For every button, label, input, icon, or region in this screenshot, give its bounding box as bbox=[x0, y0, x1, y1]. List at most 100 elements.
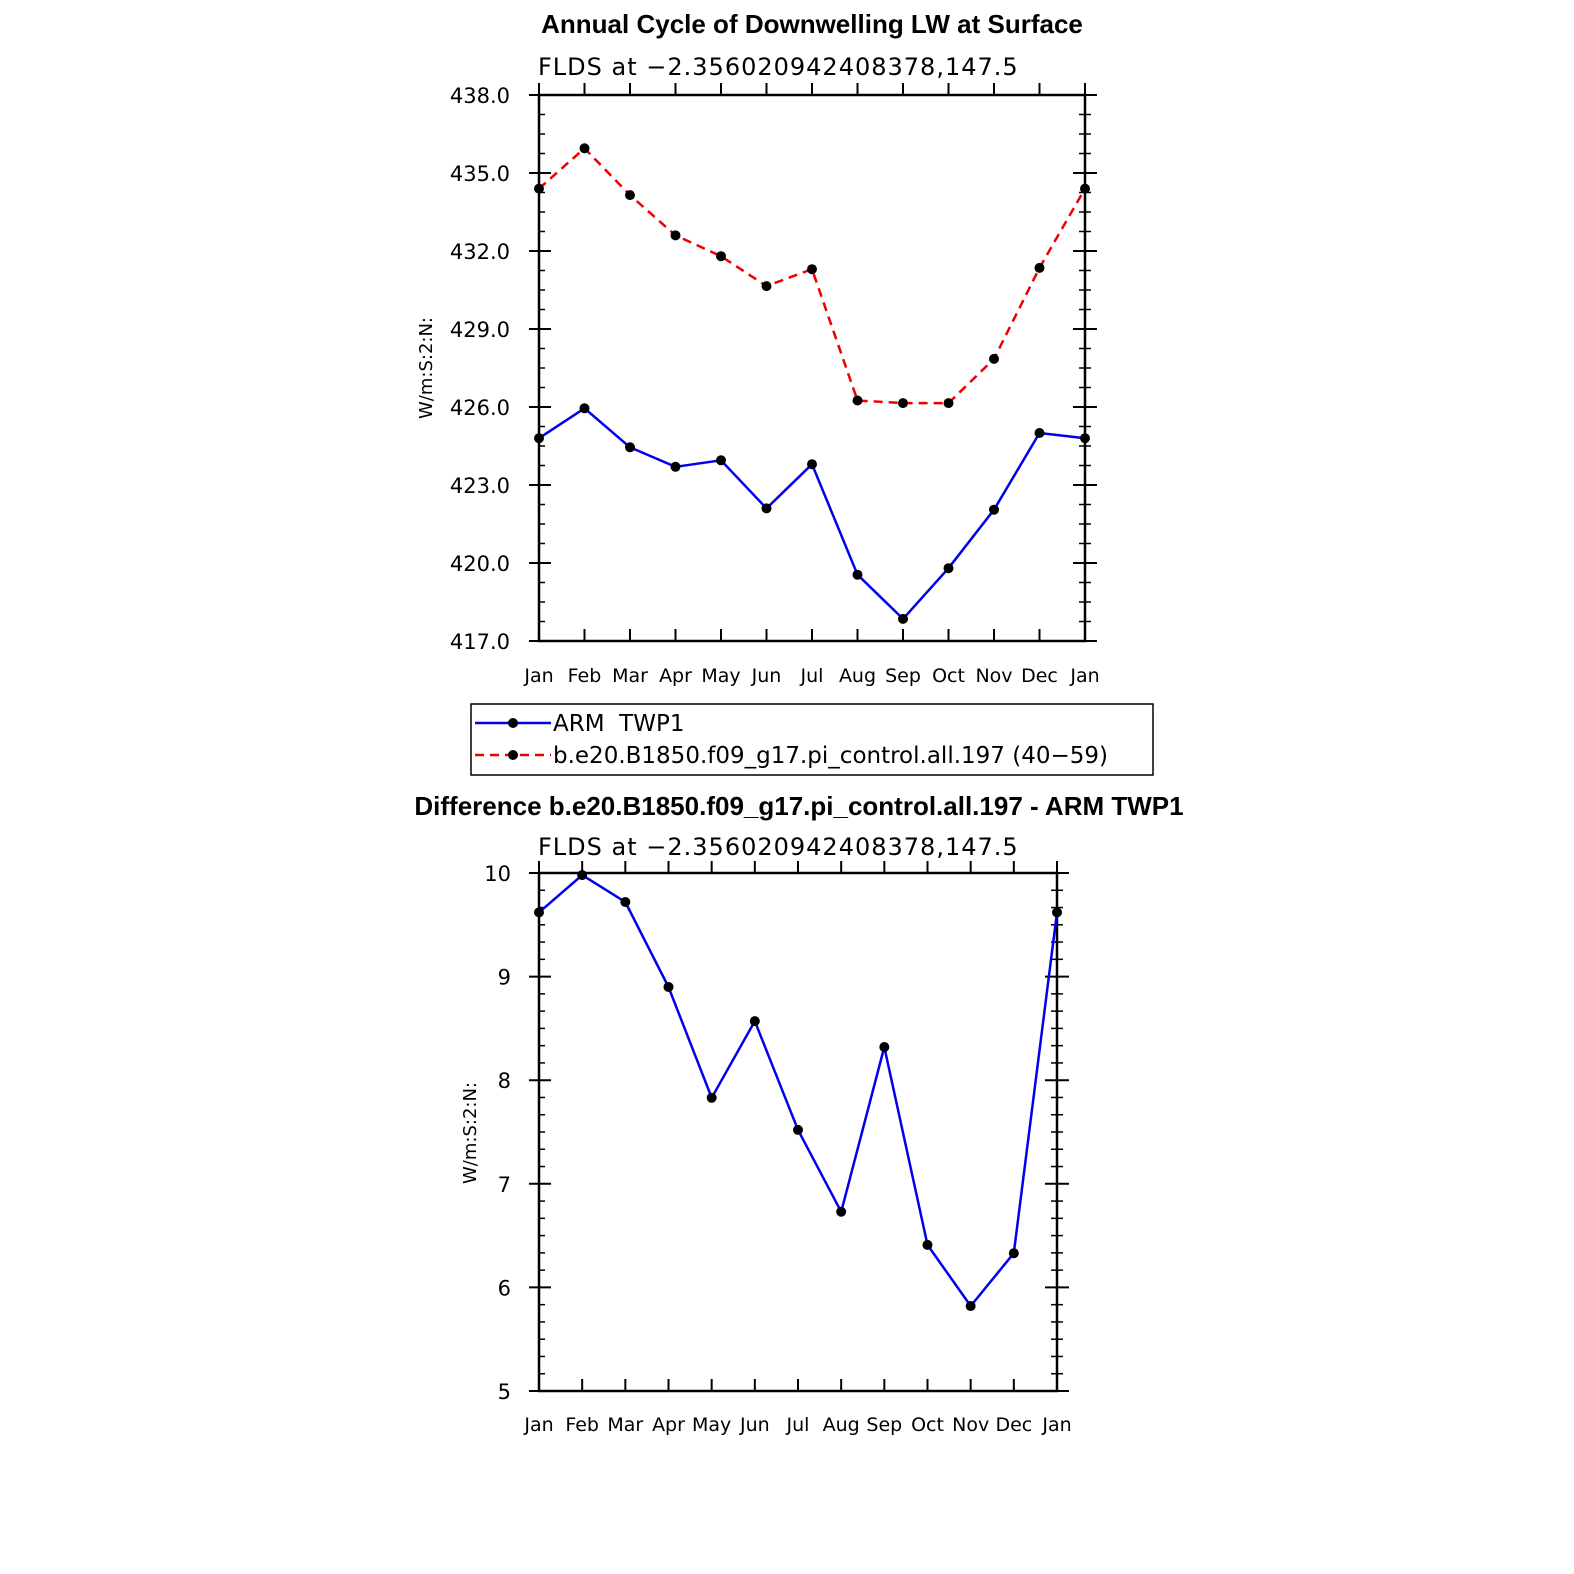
y-tick-label: 435.0 bbox=[450, 162, 510, 186]
data-point bbox=[670, 461, 681, 472]
y-tick-label: 5 bbox=[498, 1380, 511, 1404]
series-line bbox=[538, 873, 1059, 1308]
data-point bbox=[534, 183, 544, 194]
data-point bbox=[534, 433, 544, 444]
chart-subtitle: FLDS at −2.356020942408378,147.5 bbox=[538, 53, 1019, 81]
x-tick-label: Mar bbox=[612, 665, 648, 687]
x-tick-label: Jan bbox=[523, 1414, 553, 1436]
x-tick-label: Apr bbox=[659, 665, 692, 687]
data-point bbox=[793, 1124, 803, 1135]
series-group bbox=[534, 143, 1090, 624]
legend-box bbox=[470, 703, 1154, 776]
x-tick-label: Oct bbox=[911, 1414, 944, 1436]
data-point bbox=[989, 504, 999, 515]
data-point bbox=[663, 981, 674, 992]
series-group bbox=[534, 870, 1062, 1312]
y-tick-label: 438.0 bbox=[450, 84, 510, 108]
data-point bbox=[1034, 428, 1045, 438]
y-tick-label: 417.0 bbox=[450, 630, 510, 654]
data-point bbox=[534, 907, 544, 918]
chart-title: Difference b.e20.B1850.f09_g17.pi_contro… bbox=[414, 791, 1183, 821]
x-tick-label: Jul bbox=[800, 665, 824, 687]
chart-subtitle: FLDS at −2.356020942408378,147.5 bbox=[538, 833, 1019, 861]
data-point bbox=[706, 1092, 717, 1103]
x-tick-label: May bbox=[692, 1414, 731, 1436]
y-tick-label: 432.0 bbox=[450, 240, 510, 264]
y-tick-label: 10 bbox=[484, 862, 511, 886]
data-point bbox=[943, 563, 954, 574]
legend-marker-arm bbox=[508, 718, 518, 728]
x-tick-label: Jan bbox=[1069, 665, 1099, 687]
data-point bbox=[716, 251, 726, 262]
x-tick-label: Nov bbox=[975, 665, 1012, 687]
y-tick-label: 9 bbox=[498, 966, 511, 990]
data-point bbox=[1034, 262, 1045, 273]
data-point bbox=[579, 403, 590, 414]
series-line bbox=[538, 147, 1087, 405]
x-tick-label: Feb bbox=[568, 665, 602, 687]
x-tick-label: Sep bbox=[866, 1414, 902, 1436]
chart-title: Annual Cycle of Downwelling LW at Surfac… bbox=[541, 9, 1083, 39]
chart-panel-annual-cycle: Annual Cycle of Downwelling LW at Surfac… bbox=[416, 9, 1100, 687]
x-tick-label: Apr bbox=[652, 1414, 685, 1436]
x-tick-label: Feb bbox=[565, 1414, 599, 1436]
data-point bbox=[852, 395, 863, 406]
legend-label-arm: ARM TWP1 bbox=[553, 711, 684, 737]
data-point bbox=[807, 264, 817, 275]
data-point bbox=[1008, 1248, 1019, 1259]
y-tick-label: 8 bbox=[498, 1069, 511, 1093]
axes: Jan Feb Mar Apr May Jun Jul Aug Sep Oct Nov Dec Jan 5… bbox=[484, 861, 1072, 1436]
legend-marker-model bbox=[508, 750, 518, 760]
data-point bbox=[625, 190, 635, 201]
data-point bbox=[625, 442, 635, 453]
x-tick-label: Jun bbox=[751, 665, 782, 687]
data-point bbox=[807, 459, 817, 470]
y-tick-label: 426.0 bbox=[450, 396, 510, 420]
plot-frame bbox=[537, 93, 1087, 643]
data-point bbox=[761, 503, 772, 514]
y-tick-label: 420.0 bbox=[450, 552, 510, 576]
data-point bbox=[716, 455, 726, 466]
x-tick-label: Jan bbox=[523, 665, 553, 687]
y-tick-label: 429.0 bbox=[450, 318, 510, 342]
legend-label-model: b.e20.B1850.f09_g17.pi_control.all.197 (… bbox=[553, 743, 1108, 769]
y-tick-label: 423.0 bbox=[450, 474, 510, 498]
x-tick-label: Oct bbox=[932, 665, 965, 687]
series-line bbox=[538, 407, 1086, 621]
data-point bbox=[879, 1042, 890, 1053]
data-point bbox=[836, 1206, 847, 1217]
data-point bbox=[749, 1016, 760, 1027]
axes: Jan Feb Mar Apr May Jun Jul Aug Sep Oct Nov Dec Jan 4… bbox=[450, 83, 1100, 687]
x-tick-label: Jul bbox=[786, 1414, 810, 1436]
data-point bbox=[989, 353, 999, 364]
data-point bbox=[579, 143, 590, 154]
x-tick-label: Nov bbox=[952, 1414, 989, 1436]
data-point bbox=[761, 281, 772, 292]
data-point bbox=[965, 1301, 976, 1312]
data-point bbox=[1052, 907, 1062, 918]
data-point bbox=[922, 1239, 933, 1250]
x-tick-label: Aug bbox=[823, 1414, 860, 1436]
data-point bbox=[620, 897, 631, 908]
y-tick-label: 7 bbox=[498, 1173, 511, 1197]
chart-panel-difference: Difference b.e20.B1850.f09_g17.pi_contro… bbox=[414, 791, 1183, 1436]
data-point bbox=[852, 569, 863, 580]
data-point bbox=[898, 613, 908, 624]
y-axis-label: W/m:S:2:N: bbox=[460, 1082, 481, 1184]
data-point bbox=[898, 398, 908, 409]
x-tick-label: Sep bbox=[885, 665, 921, 687]
x-tick-label: Mar bbox=[607, 1414, 643, 1436]
data-point bbox=[577, 870, 588, 881]
x-tick-label: Jan bbox=[1041, 1414, 1071, 1436]
x-tick-label: Aug bbox=[839, 665, 876, 687]
x-tick-label: Dec bbox=[1021, 665, 1058, 687]
y-tick-label: 6 bbox=[498, 1276, 511, 1300]
data-point bbox=[1080, 433, 1090, 444]
data-point bbox=[943, 398, 954, 409]
x-tick-label: May bbox=[701, 665, 740, 687]
y-axis-label: W/m:S:2:N: bbox=[416, 317, 437, 419]
x-tick-label: Dec bbox=[995, 1414, 1032, 1436]
data-point bbox=[1080, 183, 1090, 194]
x-tick-label: Jun bbox=[739, 1414, 770, 1436]
